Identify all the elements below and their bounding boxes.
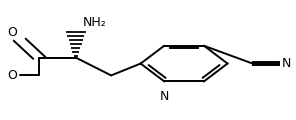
Text: O: O <box>7 26 17 39</box>
Text: N: N <box>160 90 169 103</box>
Text: N: N <box>282 57 292 70</box>
Text: O: O <box>7 69 17 82</box>
Text: NH₂: NH₂ <box>83 16 107 29</box>
